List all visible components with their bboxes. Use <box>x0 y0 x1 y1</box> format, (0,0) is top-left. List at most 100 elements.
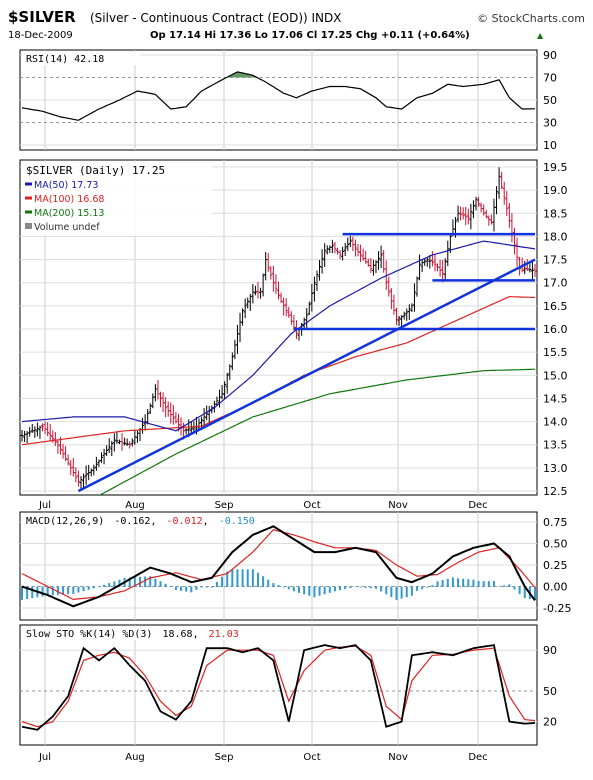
macd-histogram-bar <box>226 571 229 587</box>
macd-histogram-bar <box>251 569 254 587</box>
macd-histogram-bar <box>431 585 434 587</box>
macd-line <box>21 525 536 608</box>
macd-histogram-bar <box>436 581 439 587</box>
macd-histogram-bar <box>426 586 429 588</box>
brand-logo: © StockCharts.com <box>477 12 585 25</box>
price-tick-label: 18.5 <box>543 207 568 220</box>
rsi-tick-label: 10 <box>543 139 557 152</box>
macd-tick-label: 0.00 <box>543 581 568 594</box>
macd-histogram-bar <box>277 584 280 587</box>
macd-histogram-bar <box>405 586 408 598</box>
symbol-description: (Silver - Continuous Contract (EOD)) IND… <box>90 11 341 25</box>
ma200-line <box>98 368 535 497</box>
price-tick-label: 12.5 <box>543 485 568 498</box>
macd-tick-label: 0.50 <box>543 538 568 551</box>
rsi-tick-label: 70 <box>543 72 557 85</box>
macd-label-bg <box>22 514 262 527</box>
macd-histogram-bar <box>159 581 162 587</box>
price-tick-label: 16.5 <box>543 300 568 313</box>
macd-histogram-bar <box>482 581 485 587</box>
sto-tick-label: 50 <box>543 685 557 698</box>
macd-histogram-bar <box>46 586 49 596</box>
macd-histogram-bar <box>523 586 526 599</box>
macd-histogram-bar <box>267 579 270 587</box>
legend-ma100: MA(100) 16.68 <box>34 194 104 205</box>
month-label: Nov <box>388 752 408 763</box>
month-label: Oct <box>303 752 320 763</box>
rsi-label-bg <box>22 52 140 65</box>
legend-ma50: MA(50) 17.73 <box>34 180 98 191</box>
macd-histogram-bar <box>508 584 511 587</box>
macd-histogram-bar <box>498 586 501 587</box>
macd-histogram-bar <box>487 581 490 587</box>
macd-histogram-bar <box>149 576 152 587</box>
uptrend-line <box>77 258 536 493</box>
macd-histogram-bar <box>339 586 342 591</box>
up-arrow-icon: ▲ <box>537 31 544 40</box>
macd-histogram-bar <box>169 586 172 587</box>
macd-histogram-bar <box>492 581 495 587</box>
month-label: Aug <box>125 500 145 511</box>
macd-histogram-bar <box>323 586 326 595</box>
month-label: Sep <box>215 500 234 511</box>
legend-swatch-volume <box>25 223 32 229</box>
macd-panel <box>19 511 538 621</box>
macd-histogram-bar <box>108 583 111 587</box>
price-tick-label: 14.5 <box>543 392 568 405</box>
macd-histogram-bar <box>210 586 213 588</box>
macd-histogram-bar <box>77 586 80 593</box>
macd-histogram-bar <box>174 586 177 591</box>
legend-volume: Volume undef <box>34 222 100 233</box>
macd-histogram-bar <box>82 586 85 592</box>
macd-histogram-bar <box>92 586 95 589</box>
macd-histogram-bar <box>256 572 259 587</box>
sto-tick-label: 90 <box>543 644 557 657</box>
macd-histogram-bar <box>503 585 506 587</box>
price-tick-label: 19.0 <box>543 184 568 197</box>
price-tick-label: 19.5 <box>543 161 568 174</box>
macd-histogram-bar <box>62 586 65 595</box>
macd-histogram-bar <box>138 576 141 587</box>
macd-histogram-bar <box>333 586 336 592</box>
macd-histogram-bar <box>369 586 372 589</box>
price-legend-bg <box>22 162 212 236</box>
price-tick-label: 14.0 <box>543 416 568 429</box>
macd-tick-label: 0.75 <box>543 516 568 529</box>
macd-histogram-bar <box>195 586 198 590</box>
price-tick-label: 17.5 <box>543 254 568 267</box>
macd-histogram-bar <box>87 586 90 590</box>
macd-histogram-bar <box>421 586 424 590</box>
macd-signal-line <box>21 529 536 601</box>
macd-histogram-bar <box>467 579 470 587</box>
macd-histogram-bar <box>298 586 301 593</box>
month-label: Oct <box>303 500 320 511</box>
symbol-title: $SILVER <box>8 8 76 26</box>
price-tick-label: 15.0 <box>543 369 568 382</box>
macd-histogram-bar <box>364 586 367 588</box>
macd-histogram-bar <box>236 569 239 587</box>
macd-histogram-bar <box>457 578 460 587</box>
macd-histogram-bar <box>513 586 516 590</box>
macd-histogram-bar <box>56 586 59 595</box>
month-label: Jul <box>38 500 51 511</box>
price-tick-label: 13.0 <box>543 462 568 475</box>
macd-histogram-bar <box>221 576 224 587</box>
macd-histogram-bar <box>262 576 265 587</box>
month-label: Sep <box>215 752 234 763</box>
ma50-line <box>21 240 536 432</box>
macd-histogram-bar <box>441 580 444 587</box>
macd-histogram-bar <box>97 586 100 587</box>
price-title: $SILVER (Daily) 17.25 <box>26 164 165 177</box>
macd-histogram-bar <box>113 581 116 587</box>
macd-histogram-bar <box>154 578 157 587</box>
macd-histogram-bar <box>328 586 331 593</box>
macd-histogram-bar <box>41 586 44 597</box>
macd-histogram-bar <box>292 586 295 592</box>
price-tick-label: 13.5 <box>543 439 568 452</box>
macd-histogram-bar <box>21 586 23 600</box>
macd-histogram-bar <box>185 586 188 592</box>
macd-histogram-bar <box>215 581 218 587</box>
macd-histogram-bar <box>67 586 70 595</box>
macd-histogram-bar <box>231 569 234 587</box>
macd-histogram-bar <box>313 586 316 598</box>
